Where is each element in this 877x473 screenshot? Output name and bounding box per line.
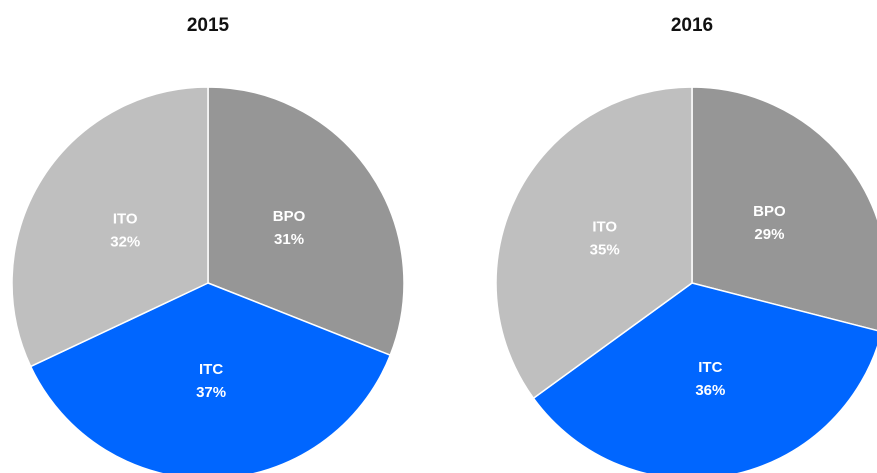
slice-value-label: 32% [110,233,140,250]
slice-value-label: 35% [590,241,620,258]
chart-title: 2016 [671,15,713,36]
slice-category: ITO [592,218,617,235]
slice-category: ITO [113,210,138,227]
chart-title: 2015 [187,15,230,36]
slice-category: BPO [753,203,786,220]
slice-value-label: 37% [196,384,226,401]
pie-slice [11,86,209,368]
pie-slice [532,282,877,473]
slice-value-label: 36% [695,382,725,399]
pie-slice [207,86,405,357]
slice-value-label: 29% [754,226,784,243]
slice-category: ITC [698,359,722,376]
slice-value-label: 31% [274,231,304,248]
slice-category: ITC [199,361,223,378]
pie-slice [29,282,392,473]
pie-slice [691,86,877,332]
pie-slice [495,86,693,400]
slice-category: BPO [273,208,306,225]
